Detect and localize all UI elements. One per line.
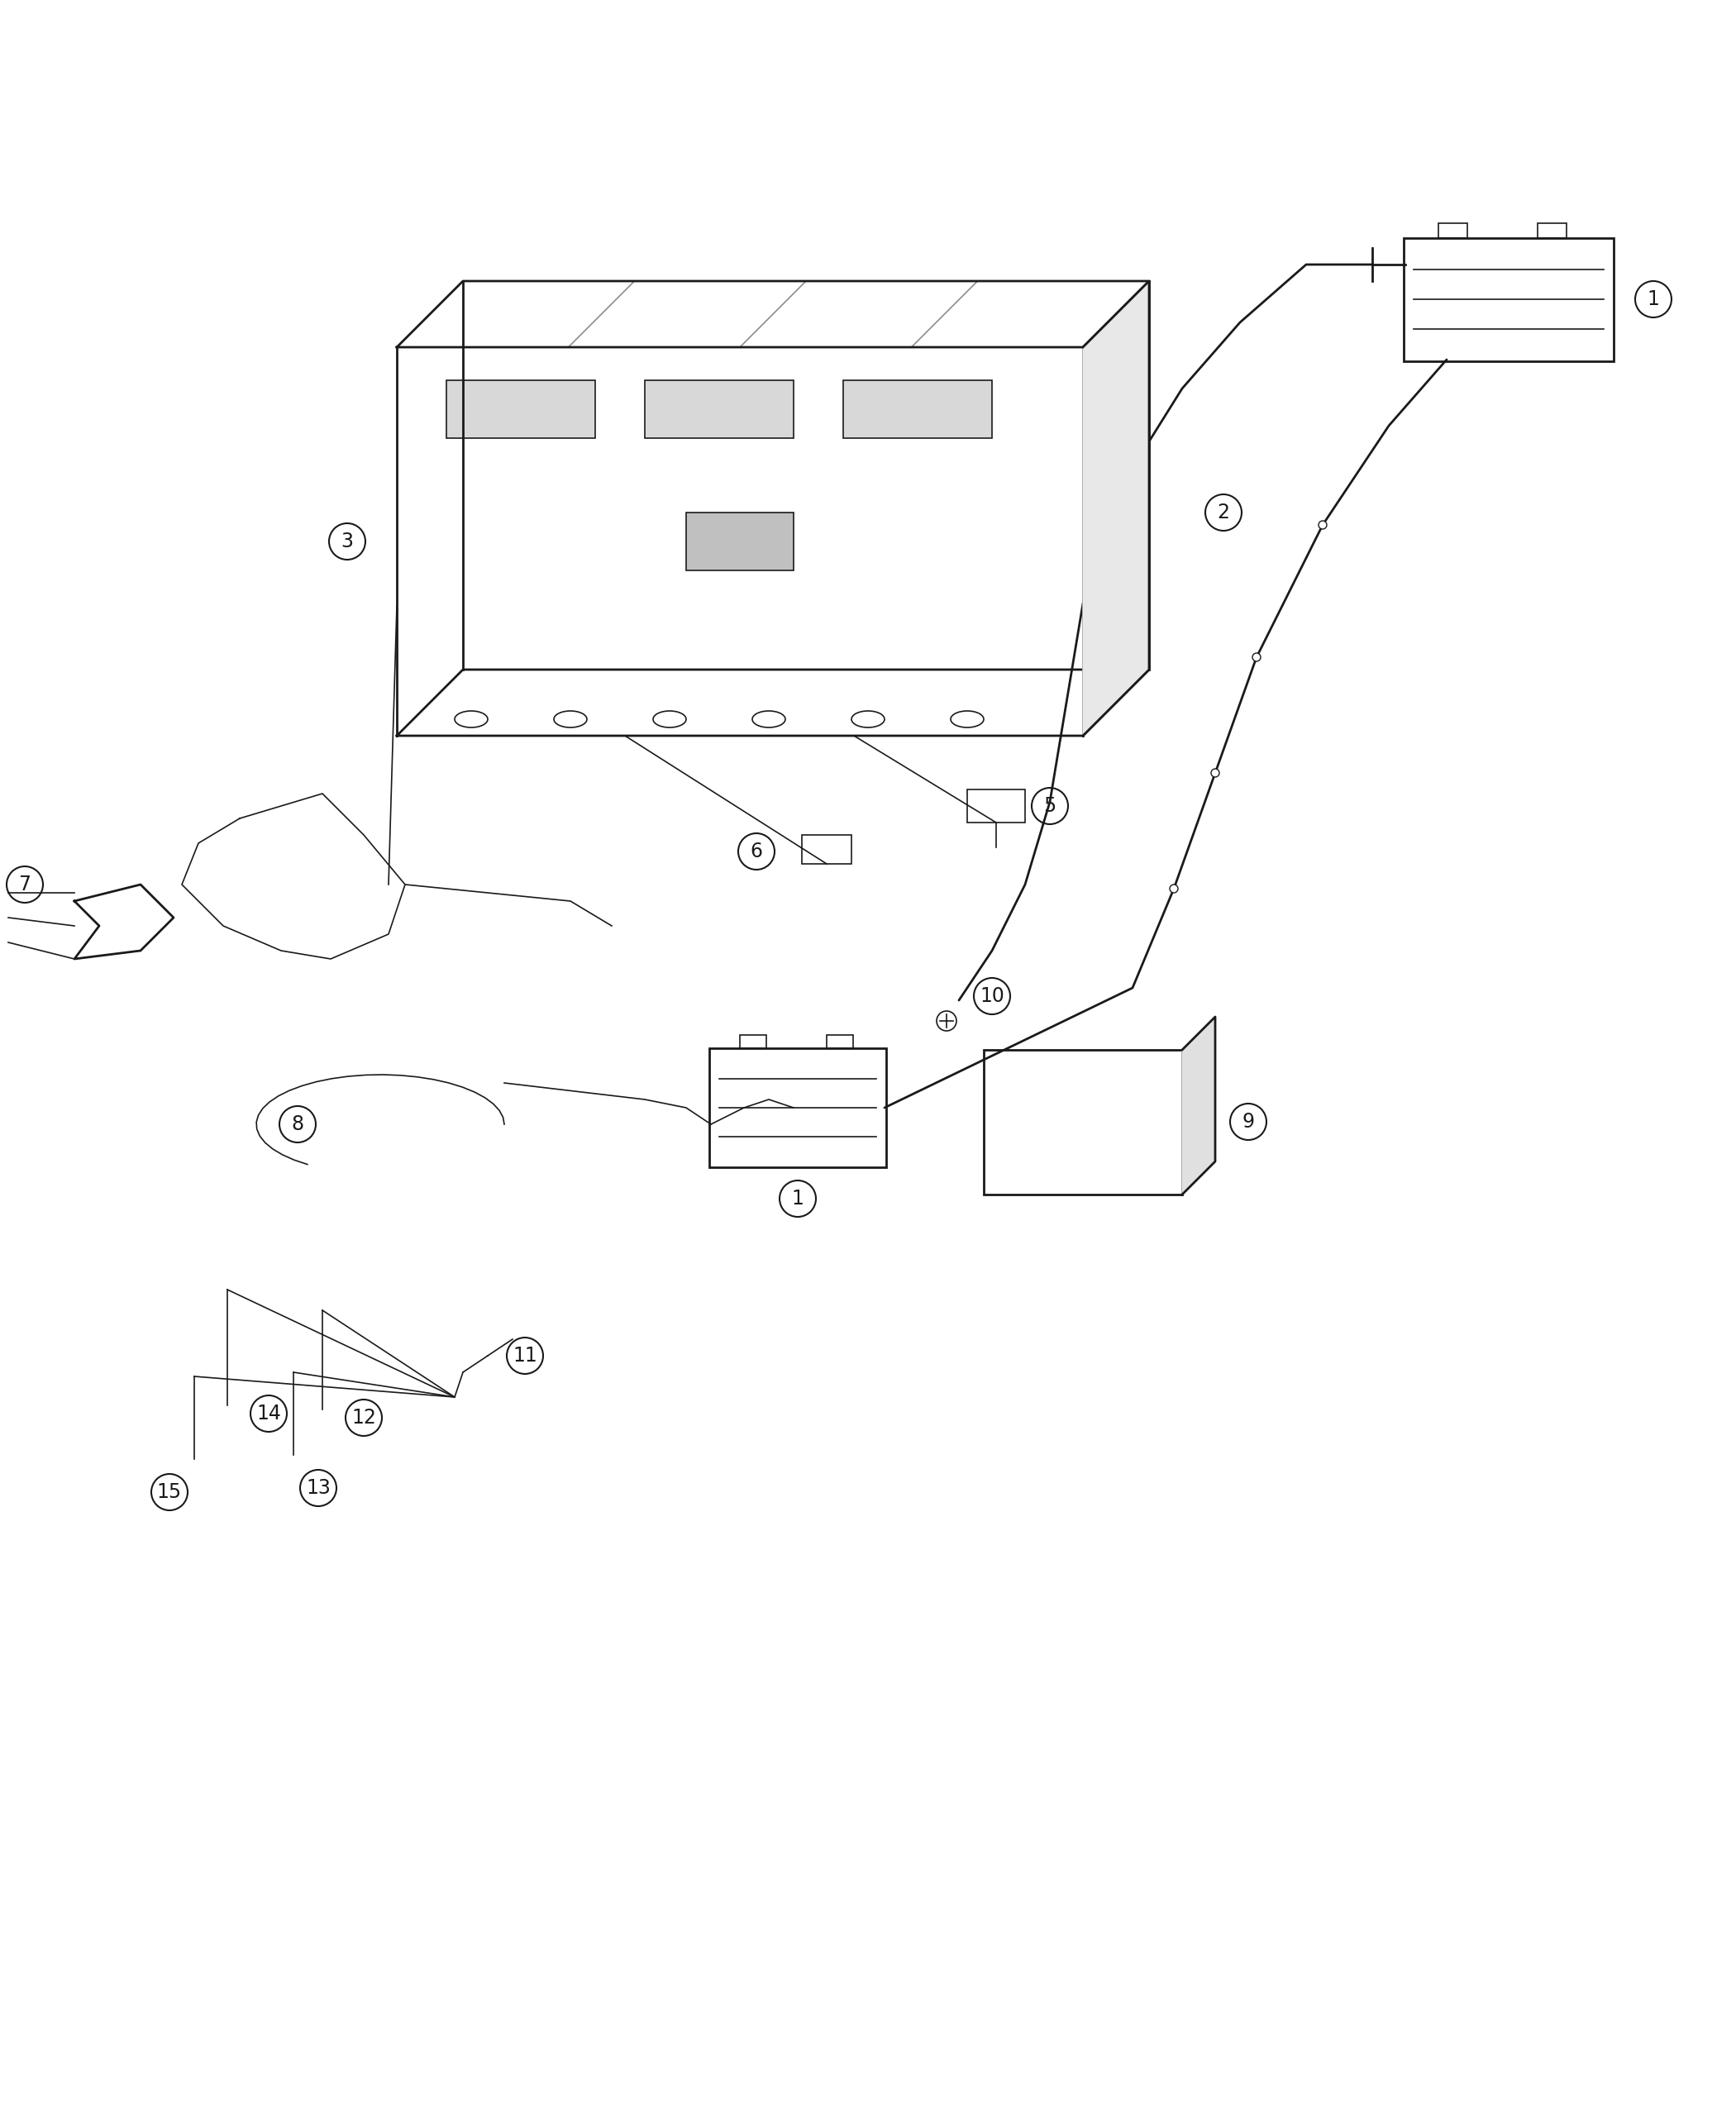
Polygon shape (1182, 1016, 1215, 1195)
Bar (1087, 546, 1128, 567)
Bar (1087, 594, 1128, 616)
Bar (1538, 223, 1566, 238)
Bar (446, 379, 595, 438)
Text: 8: 8 (292, 1115, 304, 1134)
Bar (802, 835, 851, 864)
Circle shape (1170, 885, 1179, 894)
Text: 11: 11 (512, 1345, 536, 1366)
Bar (1439, 223, 1467, 238)
Text: 12: 12 (351, 1408, 377, 1427)
Text: 7: 7 (19, 875, 31, 894)
Polygon shape (1083, 280, 1149, 736)
Bar (740, 1035, 766, 1048)
Circle shape (1252, 653, 1260, 662)
Text: 10: 10 (979, 987, 1005, 1006)
Bar (844, 379, 991, 438)
Text: 13: 13 (306, 1478, 330, 1499)
Text: 9: 9 (1241, 1111, 1255, 1132)
Bar (686, 512, 793, 571)
Bar (644, 379, 793, 438)
Circle shape (1212, 769, 1219, 778)
Bar (967, 790, 1024, 822)
Text: 2: 2 (1217, 502, 1229, 523)
Text: 5: 5 (1043, 797, 1055, 816)
Bar (1087, 495, 1128, 516)
Text: 1: 1 (1647, 289, 1660, 310)
Text: 1: 1 (792, 1189, 804, 1208)
Circle shape (1319, 521, 1326, 529)
Text: 15: 15 (156, 1482, 182, 1503)
Bar (1087, 447, 1128, 468)
Text: 14: 14 (257, 1404, 281, 1423)
Text: 3: 3 (340, 531, 354, 552)
Bar (984, 1050, 1182, 1195)
Bar (826, 1035, 852, 1048)
Text: 6: 6 (750, 841, 762, 862)
